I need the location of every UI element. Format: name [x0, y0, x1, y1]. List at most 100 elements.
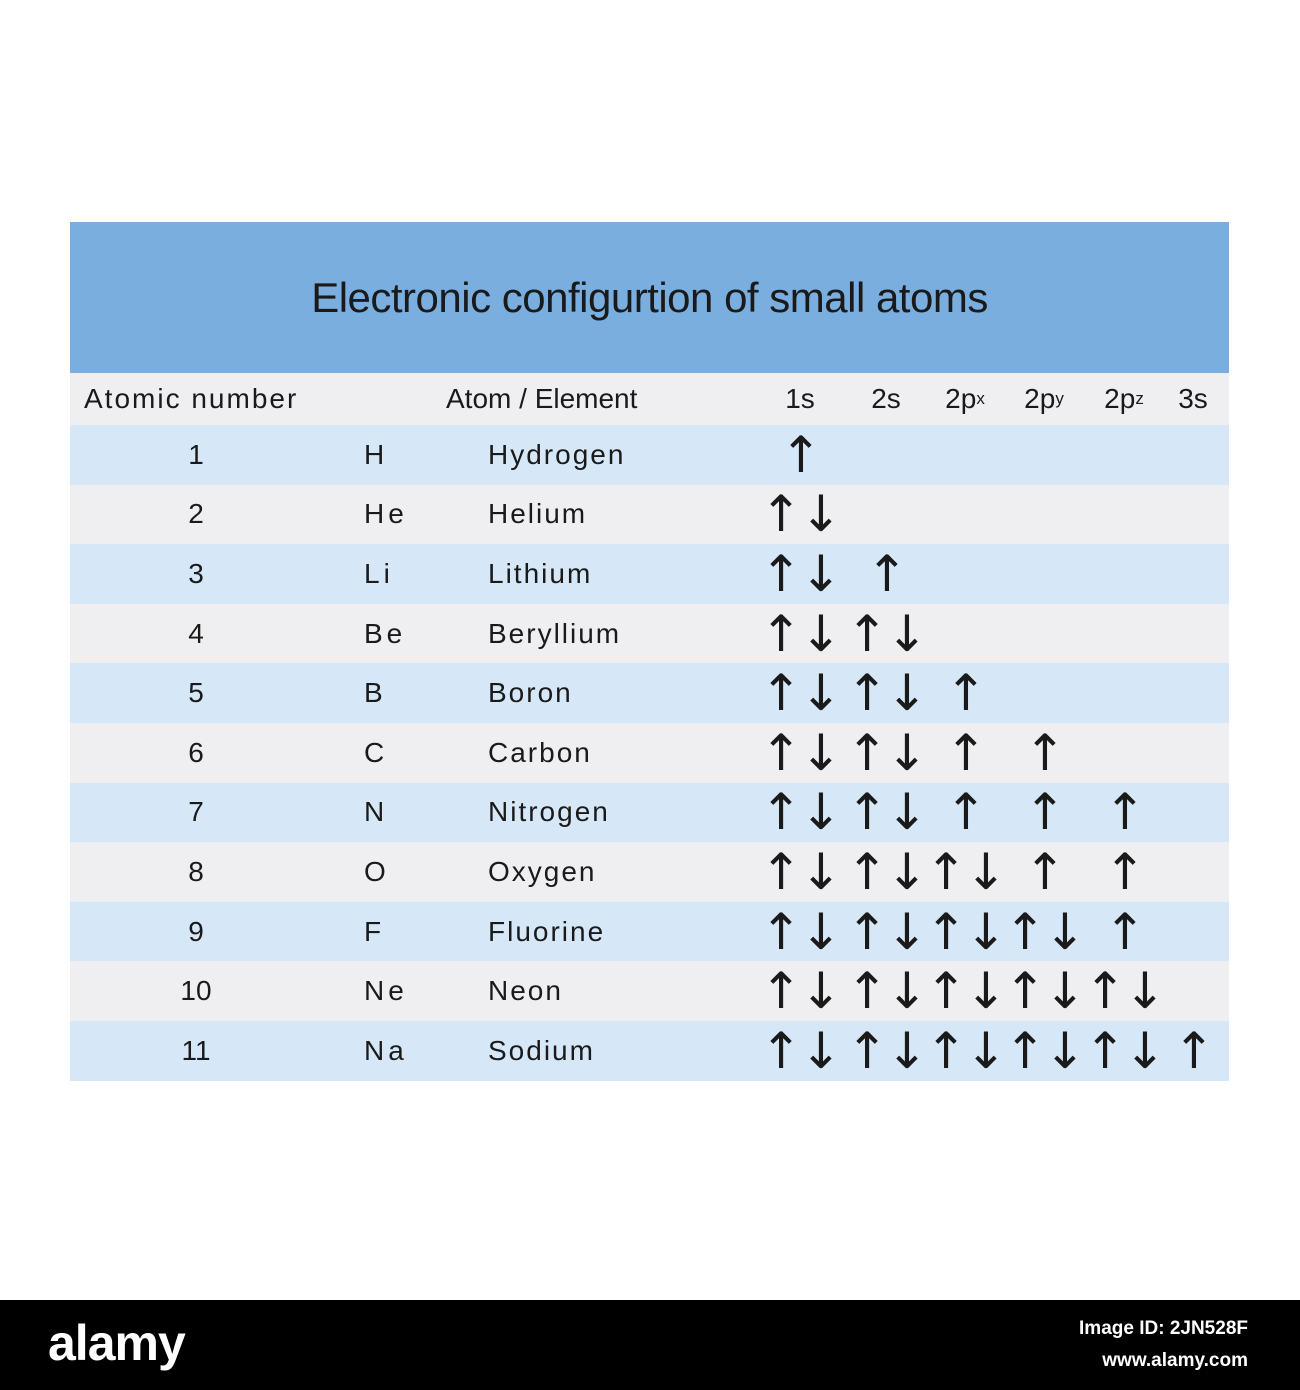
symbol-cell: C [364, 736, 389, 768]
orbital-arrows-cell: ↑↓ [846, 842, 928, 901]
symbol-cell: H [364, 438, 389, 470]
orbital-arrows-cell: ↑↓ [760, 902, 842, 961]
orbital-arrows-cell: ↑↓ [760, 485, 842, 544]
orbital-arrows-cell: ↑↓ [1084, 962, 1166, 1021]
orbital-arrows-cell [925, 604, 1005, 664]
symbol-cell: Ne [364, 975, 408, 1007]
orbital-arrows-cell: ↑ [1024, 842, 1066, 901]
element-name-cell: Lithium [488, 557, 593, 589]
table-body: 1 H Hydrogen ↑ 2 He Helium ↑↓ 3 Li Lithium ↑↓ ↑ 4 Be Be… [70, 425, 1229, 1081]
element-name-cell: Neon [488, 975, 563, 1007]
element-name-cell: Boron [488, 677, 573, 709]
orbital-arrows-cell [1084, 604, 1164, 664]
atomic-number-cell: 5 [188, 677, 204, 709]
table-title: Electronic configurtion of small atoms [311, 274, 988, 321]
orbital-arrows-cell [1084, 663, 1164, 723]
symbol-cell: F [364, 915, 386, 947]
atomic-number-cell: 4 [188, 617, 204, 649]
header-orbital: 2p y [1024, 383, 1064, 414]
orbital-arrows-cell [1153, 544, 1233, 604]
orbital-arrows-cell: ↑↓ [760, 1021, 842, 1080]
symbol-cell: O [364, 855, 390, 887]
orbital-arrows-cell: ↑↓ [925, 1021, 1007, 1080]
orbital-arrows-cell: ↑ [945, 783, 987, 842]
orbital-arrows-cell [1153, 902, 1233, 962]
header-atom-element: Atom / Element [446, 383, 638, 414]
atomic-number-cell: 1 [188, 438, 204, 470]
orbital-arrows-cell: ↑↓ [760, 723, 842, 782]
orbital-arrows-cell [1153, 425, 1233, 485]
orbital-arrows-cell: ↑↓ [925, 902, 1007, 961]
brand-logo: alamy [48, 1315, 186, 1371]
table-row: 5 B Boron ↑↓ ↑↓ ↑ [70, 663, 1229, 723]
orbital-arrows-cell [1153, 783, 1233, 843]
element-name-cell: Helium [488, 498, 588, 530]
orbital-arrows-cell [1004, 425, 1084, 485]
symbol-cell: B [364, 677, 387, 709]
element-name-cell: Sodium [488, 1034, 595, 1066]
table-row: 1 H Hydrogen ↑ [70, 425, 1229, 485]
table-row: 4 Be Beryllium ↑↓ ↑↓ [70, 603, 1229, 664]
table-row: 11 Na Sodium ↑↓ ↑↓ ↑↓ ↑↓ ↑↓ ↑ [70, 1020, 1229, 1081]
orbital-arrows-cell [1153, 842, 1233, 902]
orbital-arrows-cell: ↑↓ [1084, 1021, 1166, 1080]
orbital-arrows-cell [1153, 604, 1233, 664]
orbital-arrows-cell [1004, 604, 1084, 664]
orbital-arrows-cell [1084, 723, 1164, 783]
orbital-arrows-cell: ↑ [1024, 783, 1066, 842]
orbital-arrows-cell: ↑↓ [846, 604, 928, 663]
orbital-arrows-cell: ↑↓ [846, 783, 928, 842]
orbital-arrows-cell [925, 544, 1005, 604]
orbital-arrows-cell: ↑↓ [846, 962, 928, 1021]
orbital-arrows-cell: ↑↓ [846, 902, 928, 961]
element-name-cell: Beryllium [488, 617, 622, 649]
table-row: 8 O Oxygen ↑↓ ↑↓ ↑↓ ↑ ↑ [70, 842, 1229, 902]
orbital-arrows-cell: ↑↓ [760, 604, 842, 663]
orbital-arrows-cell: ↑↓ [925, 962, 1007, 1021]
orbital-arrows-cell [1084, 485, 1164, 545]
symbol-cell: Be [364, 617, 407, 649]
orbital-arrows-cell: ↑↓ [846, 1021, 928, 1080]
header-atomic-number: Atomic number [84, 383, 299, 414]
symbol-cell: He [364, 498, 408, 530]
orbital-arrows-cell: ↑ [1104, 842, 1146, 901]
orbital-arrows-cell: ↑ [1104, 783, 1146, 842]
orbital-arrows-cell: ↑↓ [846, 723, 928, 782]
atomic-number-cell: 2 [188, 498, 204, 530]
header-orbital: 2s [871, 383, 901, 414]
atomic-number-cell: 8 [188, 855, 204, 887]
table-row: 7 N Nitrogen ↑↓ ↑↓ ↑ ↑ ↑ [70, 782, 1229, 843]
header-orbital: 3s [1178, 383, 1208, 414]
header-orbital: 2p x [945, 383, 985, 414]
orbital-arrows-cell [925, 425, 1005, 485]
header-row: Atomic number Atom / Element 1s 2s 2p x 2… [70, 373, 1229, 425]
orbital-arrows-cell [1153, 485, 1233, 545]
orbital-arrows-cell [1004, 544, 1084, 604]
symbol-cell: N [364, 796, 389, 828]
atomic-number-cell: 3 [188, 557, 204, 589]
orbital-arrows-cell: ↑↓ [1004, 1021, 1086, 1080]
table-row: 9 F Fluorine ↑↓ ↑↓ ↑↓ ↑↓ ↑ [70, 901, 1229, 962]
orbital-arrows-cell [846, 425, 926, 485]
atomic-number-cell: 10 [180, 975, 212, 1007]
orbital-arrows-cell [1004, 485, 1084, 545]
atomic-number-cell: 7 [188, 796, 204, 828]
orbital-arrows-cell: ↑↓ [925, 842, 1007, 901]
element-name-cell: Oxygen [488, 855, 597, 887]
image-id: Image ID: 2JN528F [1079, 1318, 1248, 1339]
orbital-arrows-cell: ↑↓ [1004, 902, 1086, 961]
orbital-arrows-cell [1153, 723, 1233, 783]
table-row: 2 He Helium ↑↓ [70, 484, 1229, 545]
title-band: Electronic configurtion of small atoms [70, 222, 1229, 373]
header-orbital: 2p z [1104, 383, 1144, 414]
orbital-arrows-cell: ↑ [1104, 902, 1146, 961]
orbital-arrows-cell [925, 485, 1005, 545]
orbital-arrows-cell [1153, 961, 1233, 1021]
element-name-cell: Fluorine [488, 915, 606, 947]
table-row: 10 Ne Neon ↑↓ ↑↓ ↑↓ ↑↓ ↑↓ [70, 961, 1229, 1021]
orbital-arrows-cell: ↑↓ [1004, 962, 1086, 1021]
orbital-arrows-cell: ↑ [866, 544, 908, 603]
orbital-arrows-cell: ↑ [780, 425, 822, 484]
orbital-arrows-cell: ↑ [945, 664, 987, 723]
orbital-arrows-cell: ↑↓ [760, 842, 842, 901]
